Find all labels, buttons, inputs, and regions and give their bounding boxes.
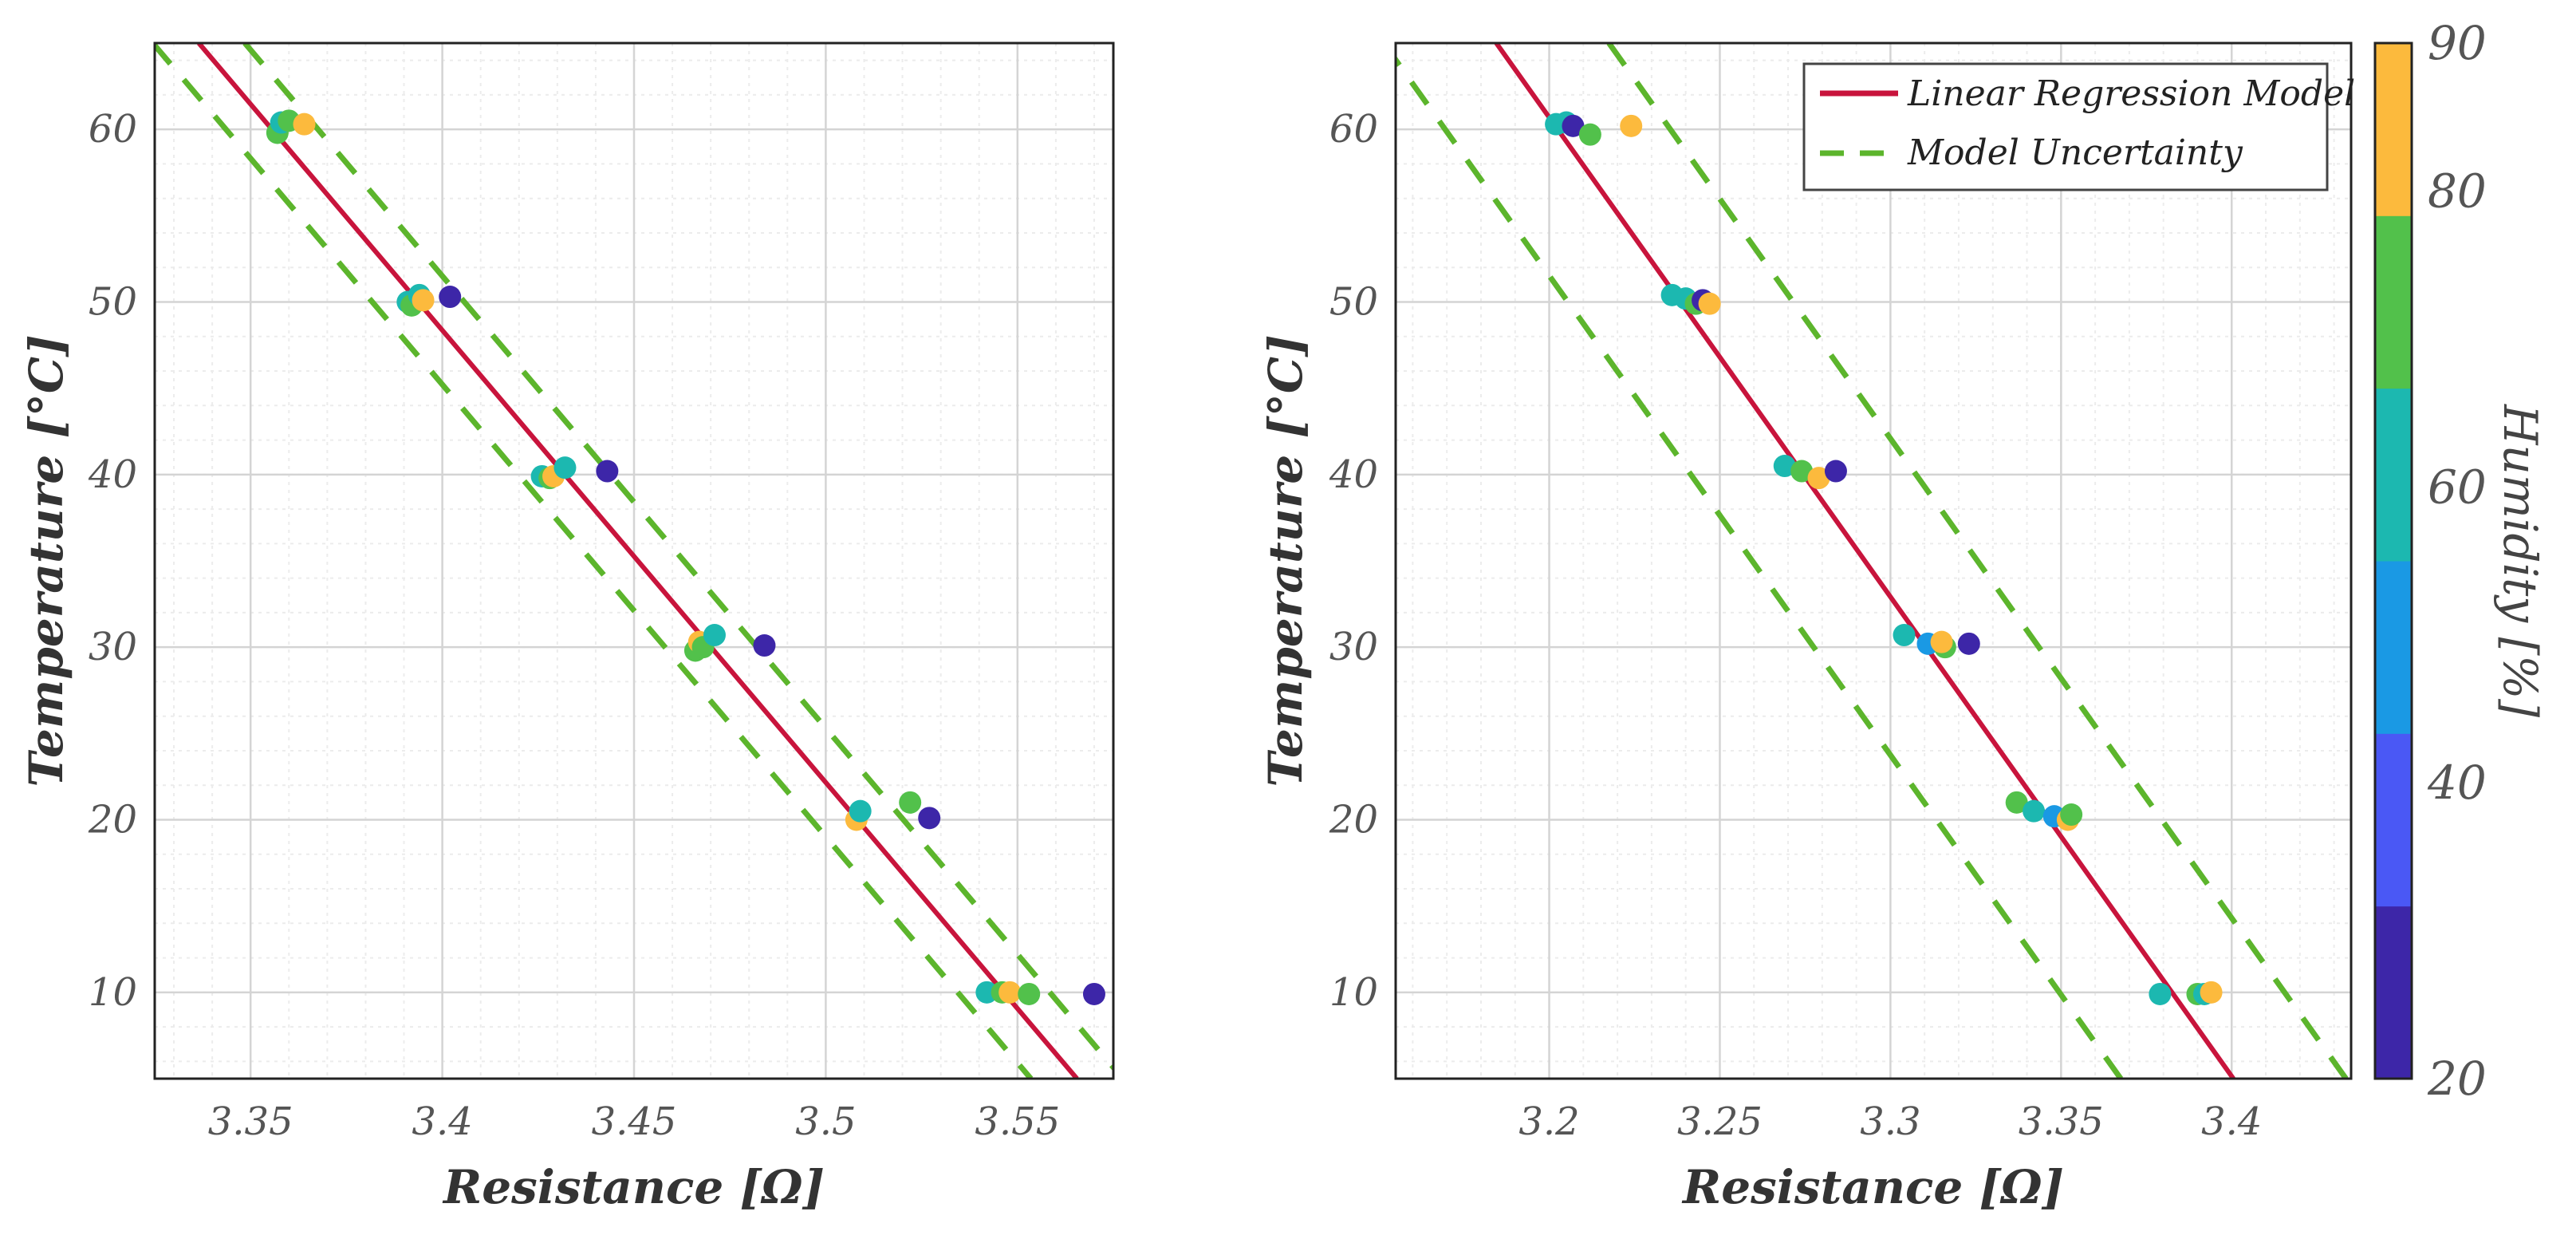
colorbar-tick-label: 80 bbox=[2428, 164, 2487, 218]
legend-uncertainty-label: Model Uncertainty bbox=[1907, 132, 2243, 173]
left-regression-line bbox=[197, 43, 1079, 1079]
right-data-point bbox=[2005, 791, 2028, 814]
left-y-axis-label: Temperature [°C] bbox=[19, 334, 73, 787]
right-y-axis-label: Temperature [°C] bbox=[1258, 334, 1313, 787]
colorbar-tick-label: 40 bbox=[2427, 756, 2487, 810]
left-axes-box bbox=[153, 41, 1115, 1080]
right-data-point bbox=[1790, 460, 1814, 483]
right-data-point bbox=[1773, 455, 1796, 478]
left-y-tick-label: 60 bbox=[89, 107, 137, 152]
right-x-tick-labels: 3.2 3.25 3.3 3.35 3.4 bbox=[1518, 1099, 2262, 1144]
left-data-point bbox=[998, 981, 1022, 1004]
left-uncertainty-lower-line bbox=[155, 43, 1034, 1079]
right-axes-box bbox=[1394, 41, 2353, 1080]
left-x-tick-labels: 3.35 3.4 3.45 3.5 3.55 bbox=[208, 1099, 1060, 1144]
left-y-tick-label: 20 bbox=[88, 798, 137, 842]
colorbar: 20 40 60 80 90 Humidity [%] bbox=[2373, 16, 2547, 1106]
colorbar-band bbox=[2375, 388, 2412, 562]
left-data-point bbox=[918, 807, 941, 830]
left-grid bbox=[155, 43, 1113, 1079]
left-y-tick-label: 10 bbox=[89, 970, 137, 1015]
right-x-tick-label: 3.25 bbox=[1677, 1099, 1763, 1144]
legend-box bbox=[1802, 62, 2329, 191]
right-uncertainty-lower-line bbox=[1396, 54, 2124, 1079]
right-data-point bbox=[1698, 292, 1721, 315]
right-data-point bbox=[1893, 624, 1916, 647]
legend-regression-label: Linear Regression Model bbox=[1907, 73, 2355, 114]
colorbar-band bbox=[2375, 733, 2412, 907]
colorbar-tick-label: 20 bbox=[2427, 1052, 2487, 1106]
right-data-points bbox=[1545, 111, 2223, 1005]
left-uncertainty-upper-line bbox=[242, 43, 1113, 1072]
right-data-point bbox=[1930, 630, 1953, 653]
left-data-point bbox=[753, 634, 776, 657]
right-data-point bbox=[1957, 632, 1980, 655]
right-data-point bbox=[2060, 803, 2083, 827]
right-uncertainty-upper-line bbox=[1606, 43, 2349, 1079]
right-x-tick-label: 3.4 bbox=[2201, 1099, 2262, 1144]
left-chart: 3.35 3.4 3.45 3.5 3.55 10 20 30 40 50 60 Resistan… bbox=[19, 41, 1115, 1214]
colorbar-tick-labels: 20 40 60 80 90 bbox=[2427, 16, 2487, 1106]
legend: Linear Regression Model Model Uncertaint… bbox=[1802, 62, 2355, 191]
right-x-axis-label: Resistance [Ω] bbox=[1681, 1160, 2064, 1214]
left-x-tick-label: 3.55 bbox=[975, 1099, 1060, 1144]
left-data-point bbox=[703, 624, 726, 647]
left-y-tick-labels: 10 20 30 40 50 60 bbox=[88, 107, 137, 1015]
left-data-point bbox=[975, 981, 998, 1004]
right-x-tick-label: 3.3 bbox=[1860, 1099, 1920, 1144]
right-data-point bbox=[2023, 799, 2046, 823]
colorbar-frame bbox=[2373, 41, 2413, 1080]
colorbar-band bbox=[2375, 43, 2412, 216]
right-y-tick-label: 10 bbox=[1329, 970, 1378, 1015]
left-x-tick-label: 3.35 bbox=[208, 1099, 293, 1144]
colorbar-tick-label: 90 bbox=[2428, 16, 2487, 70]
left-data-point bbox=[1082, 982, 1105, 1005]
right-data-point bbox=[1807, 467, 1830, 490]
right-data-point bbox=[2149, 982, 2172, 1005]
right-x-tick-label: 3.2 bbox=[1518, 1099, 1579, 1144]
colorbar-band bbox=[2375, 215, 2412, 389]
right-data-point bbox=[1578, 123, 1601, 146]
right-grid bbox=[1396, 43, 2351, 1079]
left-y-tick-label: 30 bbox=[89, 625, 137, 669]
right-y-tick-label: 40 bbox=[1329, 452, 1378, 497]
left-data-point bbox=[553, 456, 577, 479]
left-data-point bbox=[412, 289, 435, 312]
left-data-points bbox=[266, 109, 1105, 1005]
right-data-point bbox=[2200, 981, 2223, 1004]
right-y-tick-label: 60 bbox=[1329, 107, 1378, 152]
right-data-point bbox=[1562, 114, 1585, 137]
colorbar-bands bbox=[2375, 43, 2412, 1079]
right-regression-line bbox=[1494, 43, 2235, 1079]
colorbar-band bbox=[2375, 906, 2412, 1079]
colorbar-label: Humidity [%] bbox=[2493, 404, 2547, 717]
left-y-tick-label: 50 bbox=[89, 280, 137, 325]
left-data-point bbox=[596, 460, 619, 483]
left-x-tick-label: 3.45 bbox=[592, 1099, 677, 1144]
right-y-tick-label: 50 bbox=[1329, 280, 1378, 325]
left-data-point bbox=[849, 799, 872, 823]
right-chart: 3.2 3.25 3.3 3.35 3.4 10 20 30 40 50 60 Resistanc… bbox=[1258, 41, 2355, 1214]
right-y-tick-label: 20 bbox=[1329, 798, 1378, 842]
left-y-tick-label: 40 bbox=[88, 452, 137, 497]
left-x-axis-label: Resistance [Ω] bbox=[442, 1160, 825, 1214]
right-y-tick-label: 30 bbox=[1329, 625, 1378, 669]
right-x-tick-label: 3.35 bbox=[2019, 1099, 2104, 1144]
left-data-point bbox=[899, 791, 922, 814]
colorbar-band bbox=[2375, 561, 2412, 734]
right-data-point bbox=[1824, 460, 1847, 483]
right-data-point bbox=[1620, 114, 1643, 137]
right-y-tick-labels: 10 20 30 40 50 60 bbox=[1329, 107, 1378, 1015]
left-data-point bbox=[1018, 982, 1041, 1005]
left-data-point bbox=[439, 286, 462, 309]
left-x-tick-label: 3.4 bbox=[412, 1099, 472, 1144]
colorbar-tick-label: 60 bbox=[2428, 460, 2487, 514]
left-x-tick-label: 3.5 bbox=[795, 1099, 856, 1144]
left-data-point bbox=[293, 112, 316, 136]
